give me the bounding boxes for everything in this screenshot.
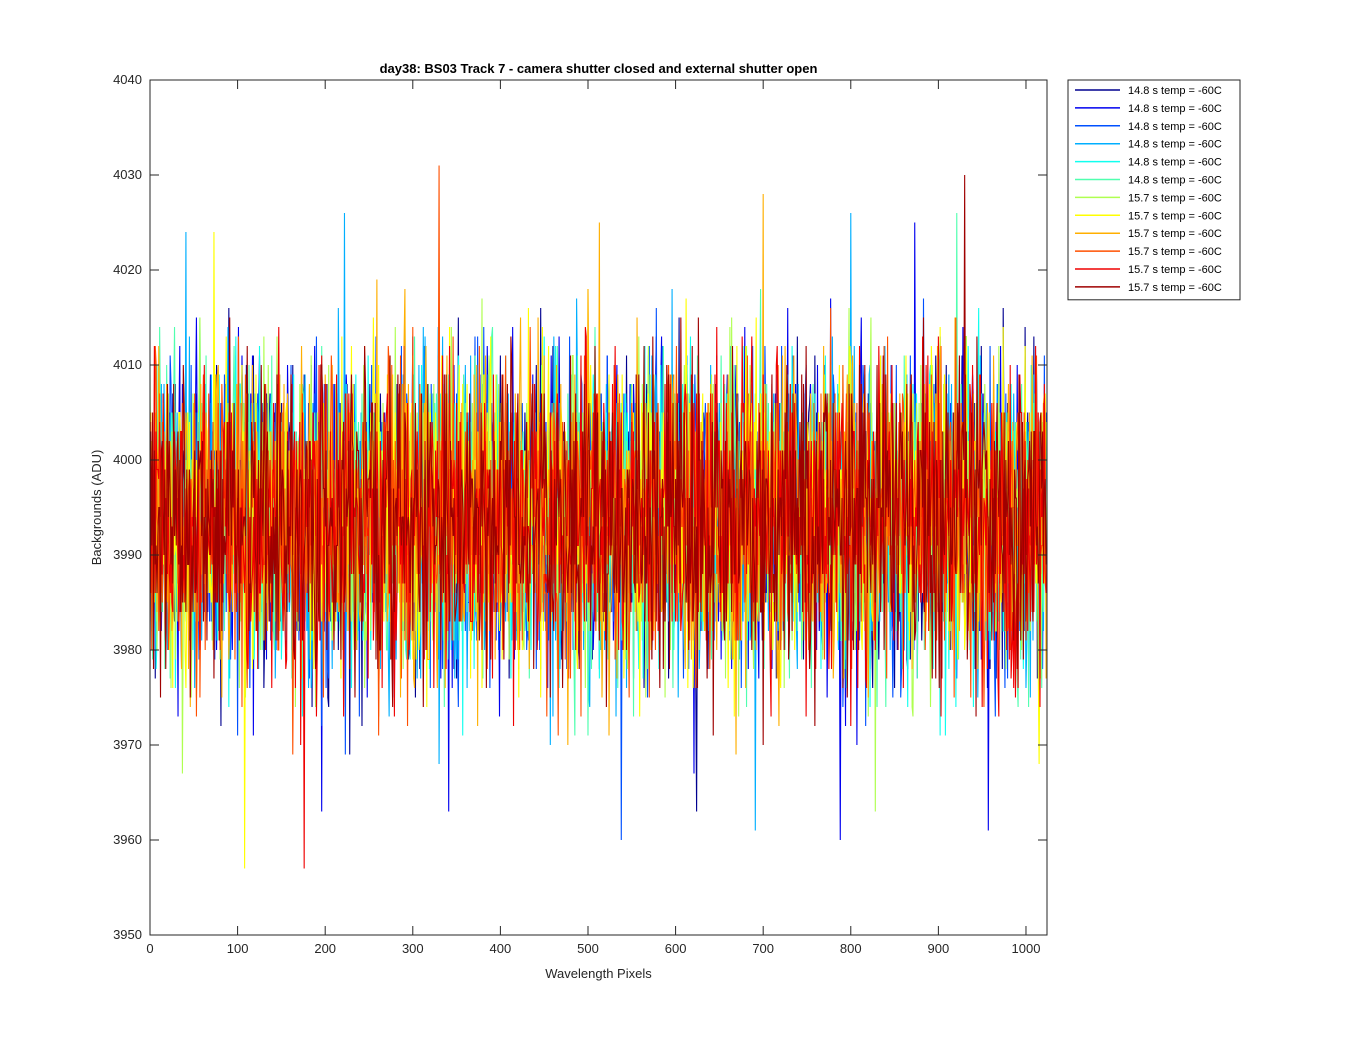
legend: 14.8 s temp = -60C 14.8 s temp = -60C 14.8… — [1067, 79, 1241, 301]
y-tick-label: 4010 — [113, 357, 142, 372]
y-tick-label: 4040 — [113, 72, 142, 87]
legend-label-7: 15.7 s temp = -60C — [1128, 192, 1222, 204]
x-tick-label: 700 — [752, 941, 774, 956]
x-tick-label: 600 — [665, 941, 687, 956]
x-tick-label: 500 — [577, 941, 599, 956]
legend-label-2: 14.8 s temp = -60C — [1128, 103, 1222, 115]
legend-label-5: 14.8 s temp = -60C — [1128, 157, 1222, 169]
y-tick-label: 3970 — [113, 737, 142, 752]
y-tick-label: 3950 — [113, 927, 142, 942]
y-tick-label: 3960 — [113, 832, 142, 847]
legend-label-8: 15.7 s temp = -60C — [1128, 210, 1222, 222]
x-tick-label: 300 — [402, 941, 424, 956]
legend-label-3: 14.8 s temp = -60C — [1128, 121, 1222, 133]
x-tick-label: 100 — [227, 941, 249, 956]
legend-box — [1067, 79, 1241, 301]
legend-label-4: 14.8 s temp = -60C — [1128, 139, 1222, 151]
x-tick-label: 900 — [928, 941, 950, 956]
legend-label-10: 15.7 s temp = -60C — [1128, 246, 1222, 258]
legend-label-11: 15.7 s temp = -60C — [1128, 264, 1222, 276]
y-axis-label: Backgrounds (ADU) — [89, 450, 104, 566]
y-tick-label: 4000 — [113, 452, 142, 467]
axes: 0 100 200 300 400 500 600 700 800 900 1000 3950 3960… — [113, 72, 1048, 956]
x-tick-label: 800 — [840, 941, 862, 956]
x-tick-label: 1000 — [1012, 941, 1041, 956]
chart-title: day38: BS03 Track 7 - camera shutter clo… — [380, 61, 818, 76]
y-tick-label: 4020 — [113, 262, 142, 277]
x-tick-label: 400 — [490, 941, 512, 956]
y-tick-label: 3980 — [113, 642, 142, 657]
x-tick-label: 0 — [146, 941, 153, 956]
legend-label-12: 15.7 s temp = -60C — [1128, 282, 1222, 294]
legend-label-1: 14.8 s temp = -60C — [1128, 85, 1222, 97]
series-line-12 — [150, 174, 1047, 746]
y-tick-label: 4030 — [113, 167, 142, 182]
series-layer — [150, 165, 1047, 869]
x-tick-label: 200 — [314, 941, 336, 956]
legend-label-9: 15.7 s temp = -60C — [1128, 228, 1222, 240]
legend-label-6: 14.8 s temp = -60C — [1128, 175, 1222, 187]
y-tick-label: 3990 — [113, 547, 142, 562]
x-axis-label: Wavelength Pixels — [545, 966, 652, 981]
axes-box — [149, 79, 1048, 936]
